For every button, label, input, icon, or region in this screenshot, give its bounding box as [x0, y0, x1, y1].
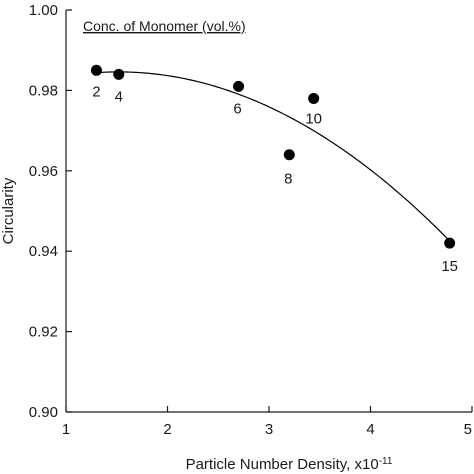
y-tick-label: 0.94 — [29, 243, 58, 260]
x-axis-title-main: Particle Number Density, x10 — [186, 456, 379, 473]
y-tick-label: 0.96 — [29, 163, 58, 180]
y-axis-title: Circularity — [0, 177, 17, 244]
data-point-label: 6 — [233, 100, 241, 117]
x-tick-label: 1 — [62, 421, 70, 438]
y-axis-ticks: 0.90 0.92 0.94 0.96 0.98 1.00 — [29, 2, 72, 421]
data-point-label: 4 — [115, 88, 123, 105]
legend-title: Conc. of Monomer (vol.%) — [83, 18, 246, 34]
y-tick-label: 0.92 — [29, 324, 58, 341]
data-point — [90, 64, 102, 76]
x-tick-label: 5 — [464, 421, 472, 438]
data-point — [444, 237, 456, 249]
y-tick-label: 0.98 — [29, 82, 58, 99]
data-point-label: 8 — [284, 171, 292, 188]
data-points — [90, 64, 456, 249]
data-point — [308, 92, 320, 104]
y-tick-label: 0.90 — [29, 404, 58, 421]
data-point — [113, 68, 125, 80]
data-point — [233, 80, 245, 92]
x-axis-ticks: 1 2 3 4 5 — [62, 406, 473, 438]
data-point-labels: 2 4 6 8 10 15 — [92, 83, 458, 275]
data-point — [283, 149, 295, 161]
data-point-label: 2 — [92, 83, 100, 100]
x-axis-title: Particle Number Density, x10-11 — [186, 456, 393, 474]
x-tick-label: 2 — [163, 421, 171, 438]
data-point-label: 15 — [441, 258, 458, 275]
x-tick-label: 3 — [265, 421, 273, 438]
fit-curve — [96, 71, 451, 242]
data-point-label: 10 — [305, 110, 322, 127]
x-tick-label: 4 — [366, 421, 374, 438]
x-axis-title-exponent: -11 — [379, 456, 393, 467]
y-tick-label: 1.00 — [29, 2, 58, 19]
